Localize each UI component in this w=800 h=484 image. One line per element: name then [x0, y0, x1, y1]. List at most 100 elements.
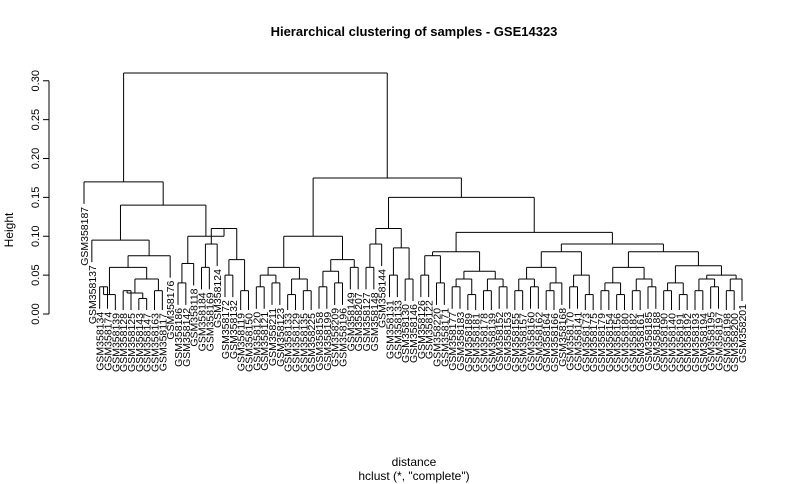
leaf-label: GSM358120 — [251, 312, 263, 371]
leaf-label: GSM358177 — [447, 312, 459, 371]
leaf-label: GSM358131 — [385, 300, 397, 359]
leaf-label: GSM358162 — [533, 312, 545, 371]
leaf-label: GSM358164 — [541, 313, 553, 372]
leaf-label: GSM358137 — [87, 265, 99, 324]
leaf-label: GSM358158 — [314, 312, 326, 371]
leaf-label: GSM358175 — [588, 313, 600, 372]
leaf-label: GSM358163 — [150, 313, 162, 372]
y-axis: 0.00 0.05 0.10 0.15 0.20 0.25 0.30 — [30, 70, 50, 325]
y-tick-label: 0.30 — [30, 70, 42, 91]
leaf-label: GSM358124 — [212, 269, 224, 328]
leaf-label: GSM358161 — [635, 313, 647, 372]
leaf-label: GSM358118 — [189, 288, 201, 346]
leaf-label: GSM358128 — [118, 313, 130, 372]
leaf-label: GSM358157 — [518, 313, 530, 372]
leaf-label: GSM358183 — [455, 312, 467, 371]
leaf-label: GSM358181 — [471, 313, 483, 372]
y-tick-label: 0.10 — [30, 226, 42, 247]
leaf-label: GSM358133 — [283, 313, 295, 372]
leaf-label: GSM358143 — [134, 313, 146, 372]
leaf-label: GSM358129 — [291, 313, 303, 372]
leaf-label: GSM358169 — [204, 292, 216, 351]
y-tick-label: 0.15 — [30, 187, 42, 208]
leaf-label: GSM358197 — [714, 312, 726, 371]
leaf-label: GSM358149 — [345, 292, 357, 351]
leaf-label: GSM358146 — [408, 304, 420, 363]
leaf-label: GSM358173 — [580, 313, 592, 372]
y-tick-label: 0.05 — [30, 264, 42, 285]
leaf-label: GSM358166 — [549, 313, 561, 372]
x-axis-label: distance — [392, 455, 437, 469]
leaf-label: GSM358220 — [432, 308, 444, 367]
leaf-label: GSM358156 — [612, 313, 624, 372]
leaf-label: GSM358198 — [721, 313, 733, 372]
leaf-label: GSM358153 — [502, 312, 514, 371]
leaf-label: GSM358170 — [565, 312, 577, 371]
leaf-label: GSM358194 — [698, 313, 710, 372]
leaf-label: GSM358144 — [377, 269, 389, 328]
leaf-label: GSM358191 — [674, 313, 686, 372]
leaf-label: GSM358172 — [220, 300, 232, 359]
leaf-label: GSM358182 — [627, 313, 639, 372]
leaf-label: GSM358199 — [322, 312, 334, 371]
leaf-label: GSM358126 — [416, 300, 428, 359]
leaf-label: GSM358195 — [706, 312, 718, 371]
leaf-label: GSM358122 — [424, 300, 436, 359]
leaf-label: GSM358200 — [729, 313, 741, 372]
leaf-label: GSM358225 — [306, 313, 318, 372]
leaf-label: GSM358192 — [682, 313, 694, 372]
leaf-label: GSM358179 — [596, 313, 608, 372]
leaf-label: GSM358125 — [126, 313, 138, 372]
leaf-label: GSM358155 — [510, 313, 522, 372]
leaf-label: GSM358123 — [275, 308, 287, 367]
leaf-label: GSM358189 — [463, 313, 475, 372]
leaf-label: GSM358133 — [392, 300, 404, 359]
chart-title: Hierarchical clustering of samples - GSE… — [271, 24, 558, 39]
leaf-label: GSM358130 — [400, 304, 412, 363]
y-axis-label: Height — [2, 212, 16, 247]
leaf-label: GSM358190 — [659, 313, 671, 372]
leaf-label: GSM358174 — [103, 312, 115, 371]
leaf-labels: GSM358187GSM358137GSM358134GSM358174GSM3… — [79, 207, 749, 372]
leaf-label: GSM358185 — [643, 312, 655, 371]
y-tick-label: 0.20 — [30, 148, 42, 169]
leaf-label: GSM358119 — [236, 313, 248, 371]
leaf-label: GSM358140 — [667, 313, 679, 372]
leaf-label: GSM358178 — [479, 313, 491, 372]
leaf-label: GSM358211 — [267, 308, 279, 366]
dendrogram-tree — [83, 72, 743, 310]
leaf-label: GSM358196 — [338, 308, 350, 367]
leaf-label: GSM358193 — [690, 313, 702, 372]
leaf-label: GSM358176 — [165, 281, 177, 340]
leaf-label: GSM358160 — [526, 312, 538, 371]
leaf-label: GSM358141 — [573, 312, 585, 371]
method-sublabel: hclust (*, "complete") — [358, 469, 469, 483]
leaf-label: GSM358201 — [737, 304, 749, 363]
leaf-label: GSM358134 — [95, 312, 107, 371]
leaf-label: GSM358186 — [173, 308, 185, 367]
leaf-label: GSM358187 — [79, 207, 91, 266]
leaf-label: GSM358132 — [228, 300, 240, 359]
leaf-label: GSM358142 — [181, 308, 193, 367]
leaf-label: GSM358127 — [361, 292, 373, 351]
leaf-label: GSM358168 — [557, 308, 569, 367]
leaf-label: GSM358139 — [486, 313, 498, 372]
leaf-label: GSM358152 — [494, 312, 506, 371]
y-tick-label: 0.25 — [30, 109, 42, 130]
leaf-label: GSM358209 — [330, 308, 342, 367]
leaf-label: GSM358150 — [244, 313, 256, 372]
leaf-label: GSM358188 — [651, 312, 663, 371]
leaf-label: GSM358135 — [298, 313, 310, 372]
leaf-label: GSM358180 — [620, 313, 632, 372]
leaf-label: GSM358184 — [197, 292, 209, 351]
leaf-label: GSM358207 — [353, 292, 365, 351]
y-tick-label: 0.00 — [30, 303, 42, 324]
leaf-label: GSM358171 — [439, 308, 451, 367]
leaf-label: GSM358154 — [604, 313, 616, 372]
leaf-label: GSM358148 — [369, 292, 381, 351]
leaf-label: GSM358139 — [110, 313, 122, 372]
leaf-label: GSM358121 — [259, 312, 271, 371]
leaf-label: GSM358147 — [142, 313, 154, 372]
leaf-label: GSM358117 — [157, 313, 169, 371]
